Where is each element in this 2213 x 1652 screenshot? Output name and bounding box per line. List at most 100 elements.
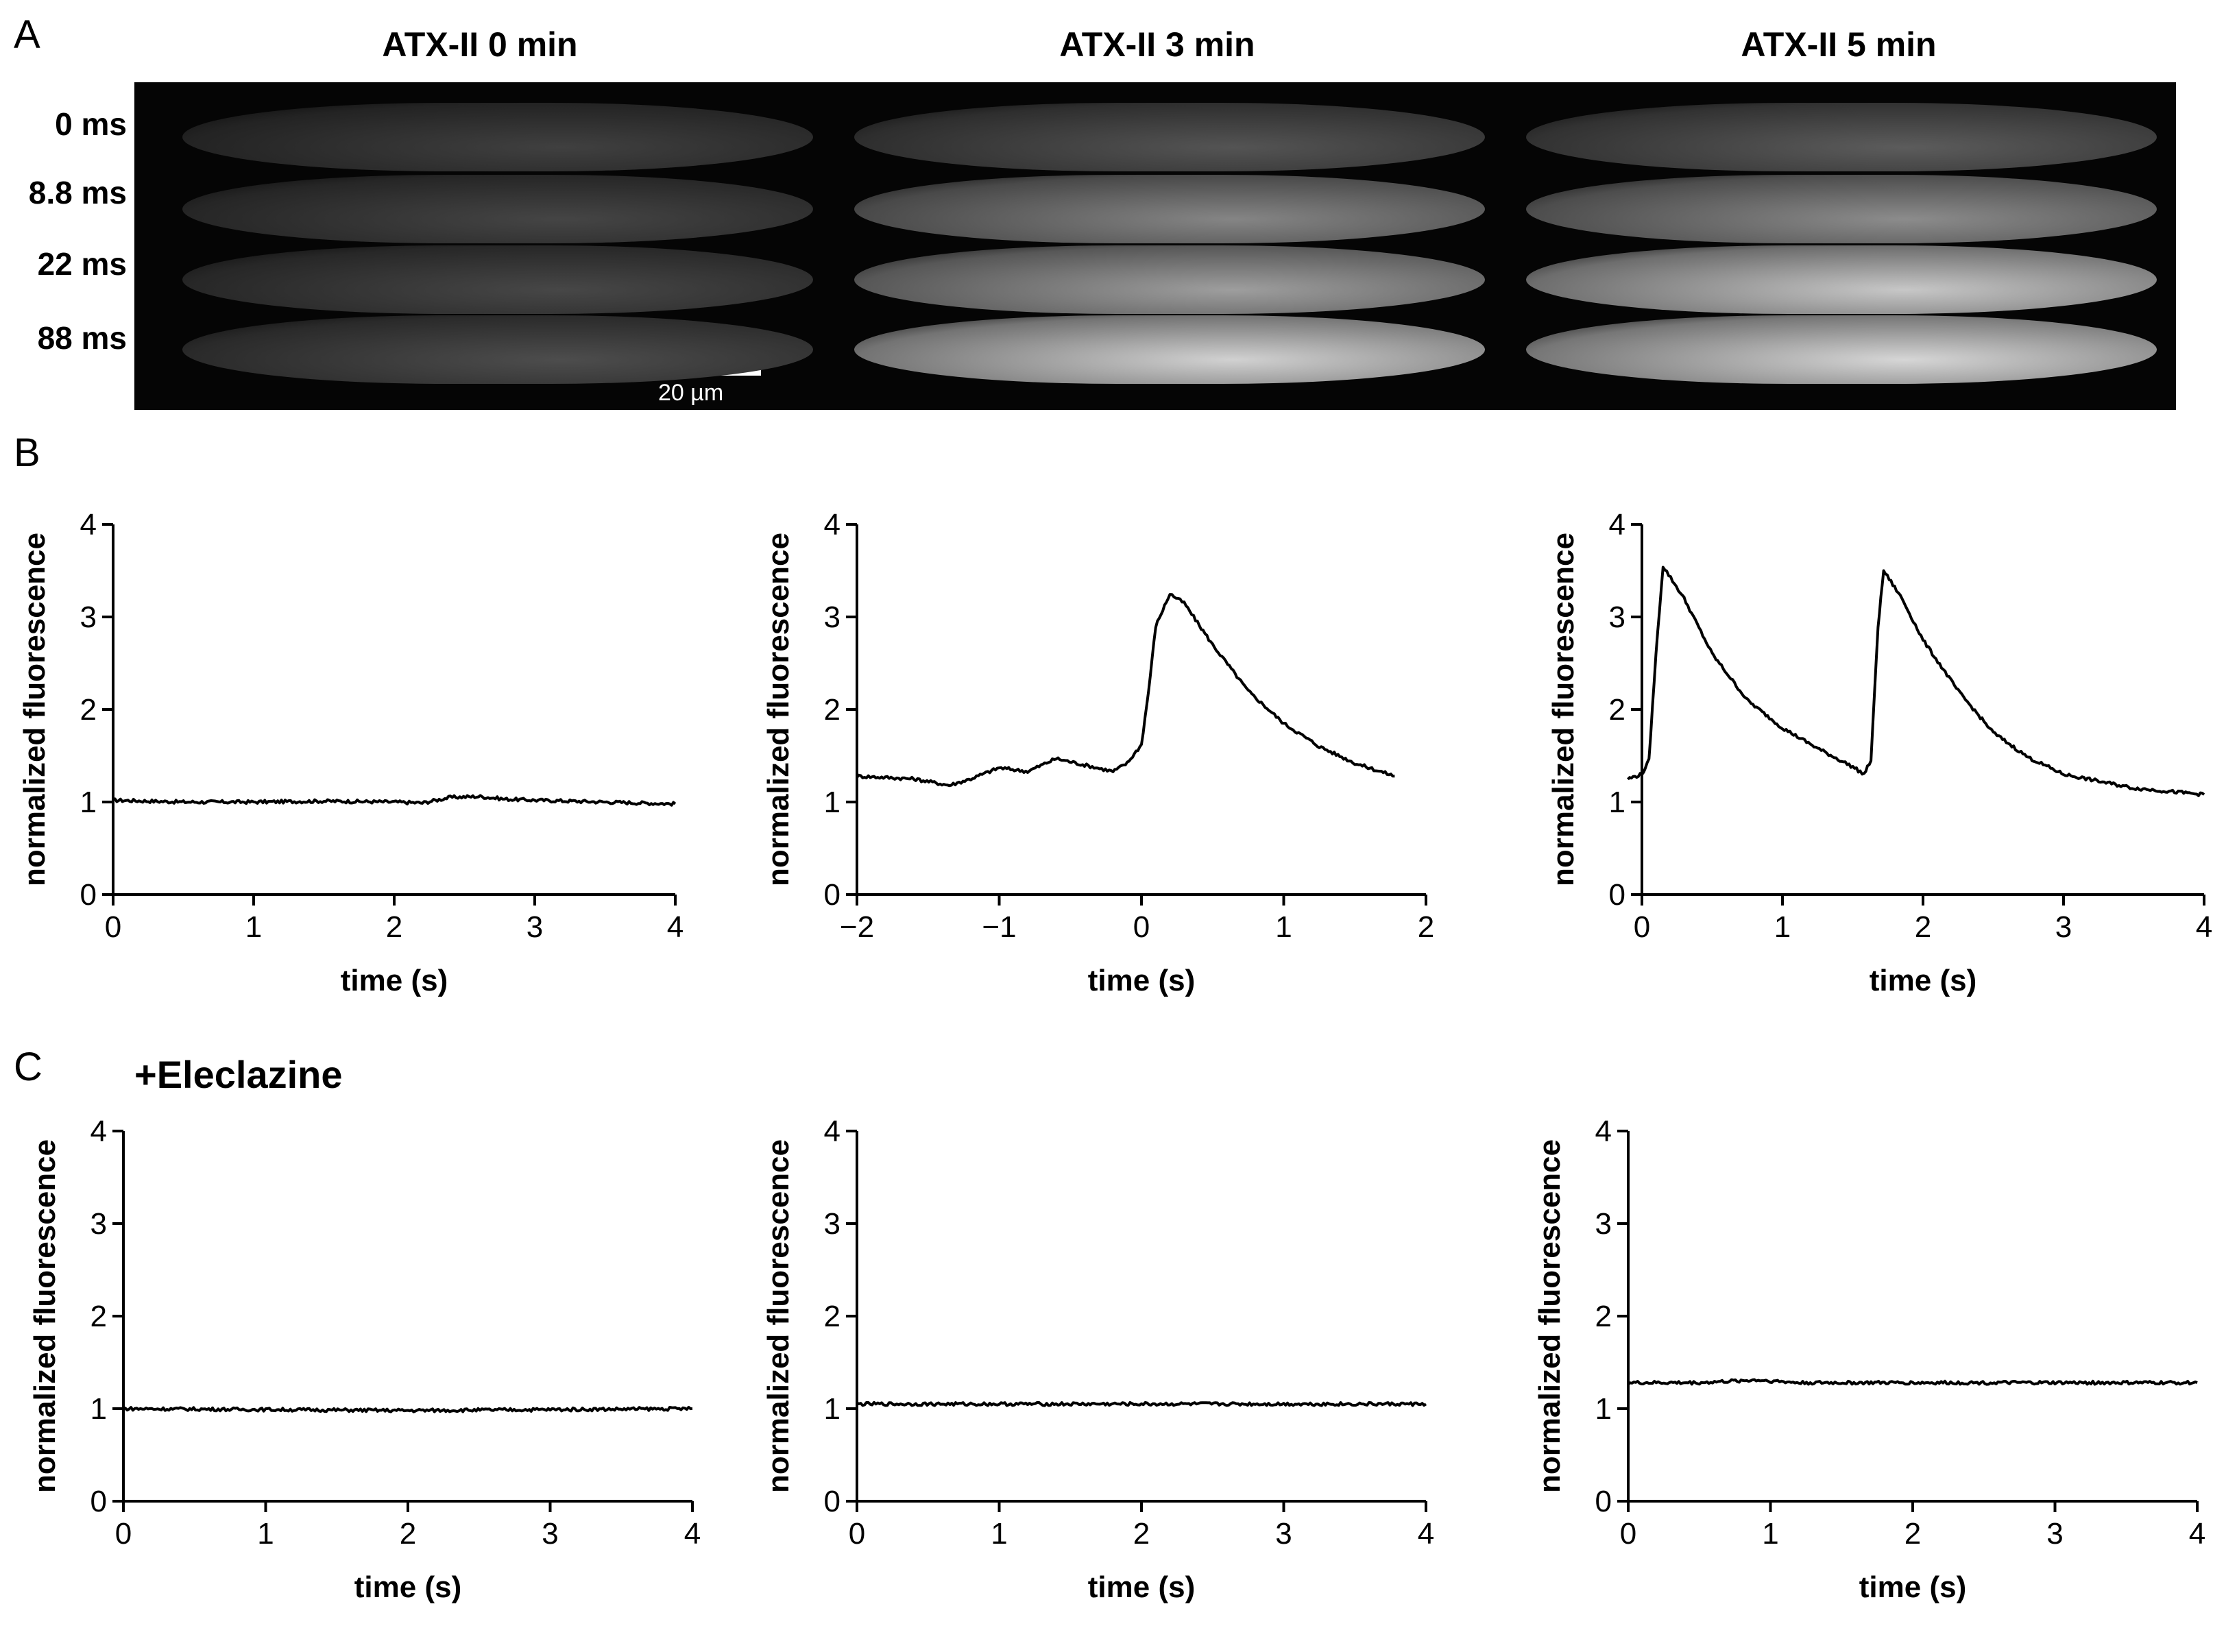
y-tick-label: 2 xyxy=(824,693,841,727)
x-tick-label: 0 xyxy=(1634,910,1650,944)
row-label-22ms: 22 ms xyxy=(37,246,127,282)
x-tick-label: 0 xyxy=(1620,1517,1636,1551)
x-tick-label: 3 xyxy=(2055,910,2072,944)
y-tick-label: 0 xyxy=(1595,1485,1612,1518)
x-tick-label: 4 xyxy=(667,910,684,944)
cell-strip xyxy=(182,245,813,314)
y-tick-label: 4 xyxy=(824,1115,841,1148)
series-line xyxy=(1627,566,2205,797)
x-tick-label: 1 xyxy=(991,1517,1007,1551)
panel-letter-c: C xyxy=(14,1045,43,1089)
x-axis-label: time (s) xyxy=(341,964,448,997)
x-tick-label: 1 xyxy=(1762,1517,1778,1551)
chart-b3: 0 1 2 3 4 0 1 2 3 4 time (s) normalized fluorescenc… xyxy=(1547,508,2212,997)
y-tick-label: 0 xyxy=(90,1485,107,1518)
y-axis-label: normalized fluorescence xyxy=(762,1139,795,1493)
y-tick-label: 0 xyxy=(824,1485,841,1518)
cell-strip xyxy=(1526,315,2157,384)
y-tick-label: 0 xyxy=(824,878,841,912)
y-tick-label: 2 xyxy=(824,1300,841,1333)
chart-c2: 0 1 2 3 4 0 1 2 3 4 time (s) normalized fluorescenc… xyxy=(762,1115,1434,1604)
x-tick-label: 0 xyxy=(115,1517,132,1551)
scale-bar-label: 20 µm xyxy=(658,380,724,406)
x-axis-label: time (s) xyxy=(1870,964,1976,997)
y-tick-label: 2 xyxy=(1595,1300,1612,1333)
x-tick-label: 3 xyxy=(1275,1517,1292,1551)
x-tick-label: 2 xyxy=(1418,910,1434,944)
x-tick-label: 3 xyxy=(2046,1517,2063,1551)
chart-c1: 0 1 2 3 4 0 1 2 3 4 time (s) normalized fluorescenc… xyxy=(28,1115,701,1604)
y-tick-label: 1 xyxy=(1609,786,1625,819)
chart-b2: 0 1 2 3 4 −2 −1 0 1 2 time (s) normalized fluoresce… xyxy=(762,508,1434,997)
row-label-88ms: 88 ms xyxy=(37,320,127,356)
series-line xyxy=(123,1406,693,1413)
panel-letter-b: B xyxy=(14,430,40,475)
eleclazine-label: +Eleclazine xyxy=(134,1053,343,1096)
x-tick-label: 2 xyxy=(1915,910,1931,944)
x-axis-label: time (s) xyxy=(1088,1570,1195,1604)
y-tick-label: 3 xyxy=(824,600,841,634)
y-tick-label: 1 xyxy=(80,786,97,819)
column-title-3min: ATX-II 3 min xyxy=(1059,25,1255,64)
y-tick-label: 4 xyxy=(824,508,841,542)
y-tick-label: 1 xyxy=(824,786,841,819)
x-tick-label: 4 xyxy=(2196,910,2212,944)
series-line xyxy=(856,1400,1427,1407)
x-axis-label: time (s) xyxy=(1088,964,1195,997)
x-tick-label: 2 xyxy=(1904,1517,1921,1551)
y-tick-label: 3 xyxy=(1595,1207,1612,1241)
cell-strip xyxy=(182,103,813,171)
row-label-8-8ms: 8.8 ms xyxy=(28,175,127,210)
y-axis-label: normalized fluorescence xyxy=(1547,533,1580,886)
y-axis-label: normalized fluorescence xyxy=(1533,1139,1567,1493)
y-tick-label: 0 xyxy=(80,878,97,912)
y-tick-label: 1 xyxy=(1595,1392,1612,1426)
y-axis-label: normalized fluorescence xyxy=(762,533,795,886)
x-tick-label: 4 xyxy=(1418,1517,1434,1551)
y-tick-label: 3 xyxy=(80,600,97,634)
cell-strip xyxy=(854,175,1485,243)
y-axis-label: normalized fluorescence xyxy=(18,533,51,886)
series-line xyxy=(112,794,677,807)
chart-c3: 0 1 2 3 4 0 1 2 3 4 time (s) normalized fluorescenc… xyxy=(1533,1115,2205,1604)
column-title-5min: ATX-II 5 min xyxy=(1741,25,1937,64)
x-tick-label: 1 xyxy=(257,1517,274,1551)
x-tick-label: 0 xyxy=(1133,910,1150,944)
x-tick-label: −1 xyxy=(982,910,1016,944)
y-tick-label: 4 xyxy=(80,508,97,542)
cell-strip xyxy=(1526,245,2157,314)
y-tick-label: 2 xyxy=(1609,693,1625,727)
row-label-0ms: 0 ms xyxy=(55,106,127,142)
linescan-image: 20 µm xyxy=(134,82,2176,410)
column-title-0min: ATX-II 0 min xyxy=(382,25,578,64)
series-line xyxy=(856,593,1395,788)
x-tick-label: 4 xyxy=(684,1517,701,1551)
y-tick-label: 3 xyxy=(824,1207,841,1241)
panel-letter-a: A xyxy=(14,12,40,57)
x-tick-label: 0 xyxy=(849,1517,865,1551)
x-tick-label: 3 xyxy=(527,910,543,944)
x-axis-label: time (s) xyxy=(1859,1570,1966,1604)
y-tick-label: 3 xyxy=(90,1207,107,1241)
y-tick-label: 4 xyxy=(90,1115,107,1148)
x-tick-label: 3 xyxy=(542,1517,558,1551)
cell-strip xyxy=(1526,103,2157,171)
cell-strip xyxy=(854,103,1485,171)
x-tick-label: −2 xyxy=(840,910,874,944)
x-axis-label: time (s) xyxy=(354,1570,461,1604)
x-tick-label: 1 xyxy=(1774,910,1791,944)
y-tick-label: 1 xyxy=(824,1392,841,1426)
cell-strip xyxy=(854,245,1485,314)
x-tick-label: 1 xyxy=(245,910,262,944)
cell-strip xyxy=(182,175,813,243)
x-tick-label: 2 xyxy=(1133,1517,1150,1551)
y-tick-label: 2 xyxy=(90,1300,107,1333)
x-tick-label: 0 xyxy=(105,910,121,944)
y-tick-label: 4 xyxy=(1609,508,1625,542)
y-tick-label: 4 xyxy=(1595,1115,1612,1148)
cell-strip xyxy=(1526,175,2157,243)
cell-strip xyxy=(182,315,813,384)
y-tick-label: 0 xyxy=(1609,878,1625,912)
y-axis-label: normalized fluorescence xyxy=(28,1139,62,1493)
y-tick-label: 1 xyxy=(90,1392,107,1426)
